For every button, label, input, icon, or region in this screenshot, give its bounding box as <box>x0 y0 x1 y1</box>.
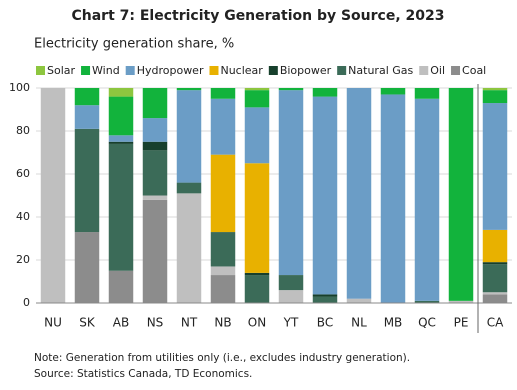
bar-segment <box>176 182 202 194</box>
bar-segment <box>448 300 474 303</box>
bar-segment <box>142 150 168 196</box>
x-tick-label: ON <box>248 316 266 330</box>
bar-segment <box>482 262 508 265</box>
bar-segment <box>278 90 304 276</box>
legend-swatch <box>268 66 278 75</box>
bar-segment <box>380 88 406 95</box>
bar-segment <box>482 88 508 91</box>
bar-segment <box>142 195 168 200</box>
bar-segment <box>108 270 134 303</box>
legend-swatch <box>337 66 347 75</box>
bar-segment <box>244 90 270 108</box>
legend-label: Nuclear <box>220 64 263 77</box>
bar-segment <box>108 141 134 144</box>
legend-label: Oil <box>430 64 445 77</box>
bar-segment <box>210 232 236 267</box>
bar-segment <box>482 229 508 263</box>
x-tick-label: NS <box>147 316 164 330</box>
legend-swatch <box>209 66 219 75</box>
x-tick-label: MB <box>384 316 403 330</box>
bar-segment <box>176 90 202 183</box>
bar-segment <box>210 154 236 233</box>
x-tick-label: AB <box>113 316 129 330</box>
bar-segment <box>244 275 270 303</box>
bar-segment <box>142 118 168 142</box>
legend-swatch <box>81 66 91 75</box>
bar-segment <box>108 88 134 97</box>
bar-segment <box>448 88 474 301</box>
legend-label: Coal <box>462 64 486 77</box>
x-tick-label: BC <box>317 316 333 330</box>
bar-segment <box>312 88 338 97</box>
y-tick-label: 0 <box>23 296 30 309</box>
bar-segment <box>142 88 168 119</box>
bar-segment <box>142 199 168 303</box>
x-tick-label: NU <box>44 316 62 330</box>
bar-segment <box>414 98 440 301</box>
bar-segment <box>244 88 270 91</box>
bar-segment <box>482 292 508 295</box>
bar-segment <box>312 96 338 295</box>
y-tick-label: 40 <box>16 210 30 223</box>
bar-segment <box>210 98 236 155</box>
bar-segment <box>108 143 134 271</box>
bar-segment <box>74 105 100 129</box>
bar-segment <box>482 103 508 230</box>
legend-label: Wind <box>92 64 120 77</box>
bar-segment <box>74 88 100 106</box>
legend-label: Natural Gas <box>348 64 413 77</box>
bar-segment <box>482 90 508 104</box>
bar-segment <box>142 141 168 151</box>
legend-label: Biopower <box>280 64 332 77</box>
bar-segment <box>210 275 236 303</box>
bar-segment <box>482 264 508 293</box>
legend-swatch <box>125 66 135 75</box>
x-tick-label: NT <box>181 316 198 330</box>
x-tick-label: QC <box>418 316 436 330</box>
note: Note: Generation from utilities only (i.… <box>34 352 410 364</box>
source: Source: Statistics Canada, TD Economics. <box>34 368 252 380</box>
bar-segment <box>40 88 66 303</box>
bar-segment <box>278 275 304 291</box>
bar-segment <box>414 300 440 303</box>
x-tick-label: YT <box>283 316 299 330</box>
chart-title: Chart 7: Electricity Generation by Sourc… <box>71 8 444 24</box>
y-tick-label: 60 <box>16 167 30 180</box>
chart-subtitle: Electricity generation share, % <box>34 37 234 52</box>
bar-segment <box>346 88 372 299</box>
y-tick-label: 80 <box>16 124 30 137</box>
y-tick-label: 100 <box>9 81 30 94</box>
x-tick-label: SK <box>79 316 96 330</box>
bar-segment <box>414 88 440 99</box>
bar-segment <box>244 163 270 273</box>
y-tick-label: 20 <box>16 253 30 266</box>
bar-segment <box>312 294 338 297</box>
bar-segment <box>482 294 508 303</box>
x-tick-label: NB <box>214 316 231 330</box>
bar-segment <box>176 193 202 303</box>
x-tick-label: NL <box>351 316 367 330</box>
bar-segment <box>380 94 406 303</box>
legend-swatch <box>419 66 429 75</box>
bar-segment <box>74 128 100 233</box>
legend-label: Solar <box>47 64 76 77</box>
bar-segment <box>74 232 100 303</box>
bar-segment <box>108 96 134 136</box>
x-tick-label: PE <box>454 316 469 330</box>
bar-segment <box>108 135 134 142</box>
bar-segment <box>346 298 372 303</box>
bar-segment <box>278 88 304 91</box>
legend-swatch <box>451 66 461 75</box>
bar-segment <box>244 272 270 276</box>
bar-segment <box>210 266 236 276</box>
x-tick-label: CA <box>487 316 504 330</box>
bar-segment <box>278 290 304 303</box>
bar-segment <box>312 296 338 303</box>
legend-swatch <box>36 66 45 75</box>
legend-label: Hydropower <box>137 64 204 77</box>
bar-segment <box>210 88 236 99</box>
bar-segment <box>176 88 202 91</box>
bar-segment <box>244 107 270 164</box>
